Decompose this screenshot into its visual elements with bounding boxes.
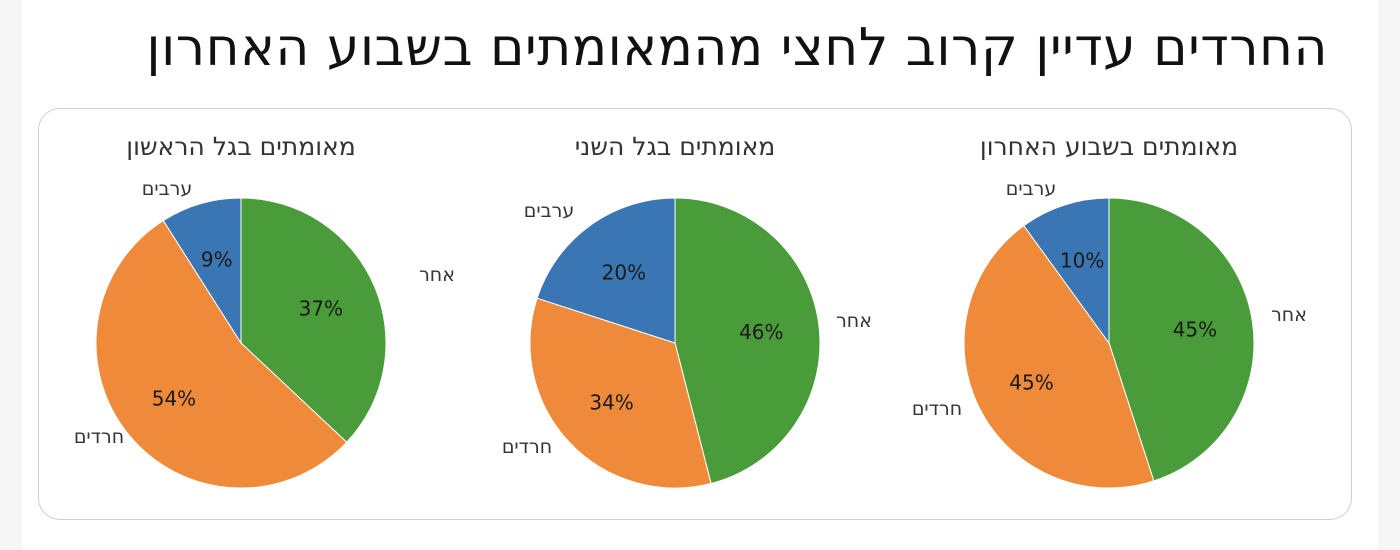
pie-chart-1: מאומתים בגל הראשון 37% אחר 54% חרדים 9% ערבים [74, 132, 455, 489]
pie-slice-2 [963, 224, 1155, 489]
slice-category-label: אחר [419, 264, 455, 286]
slice-category-label: חרדים [502, 436, 552, 458]
slice-percent-label: 46% [739, 320, 783, 344]
slice-percent-label: 45% [1009, 370, 1053, 394]
slice-category-label: אחר [836, 310, 872, 332]
slice-percent-label: 34% [589, 391, 633, 415]
pie-title: מאומתים בגל הראשון [126, 132, 355, 161]
charts-panel: מאומתים בגל הראשון 37% אחר 54% חרדים 9% ערבים מ… [38, 108, 1352, 520]
pie-slice-3 [1023, 197, 1110, 345]
slice-percent-label: 20% [602, 261, 646, 285]
slice-category-label: חרדים [74, 426, 124, 448]
slice-percent-label: 45% [1173, 317, 1217, 341]
pie-slice-1 [1108, 197, 1255, 482]
pie-slice-3 [536, 197, 676, 344]
slice-percent-label: 54% [152, 386, 196, 410]
slice-percent-label: 37% [299, 296, 343, 320]
pie-title: מאומתים בגל השני [575, 132, 776, 161]
pie-chart-3: מאומתים בשבוע האחרון 45% אחר 45% חרדים 10% ערב… [912, 132, 1307, 489]
pie-charts-svg: מאומתים בגל הראשון37%אחר54%חרדים9%ערביםמ… [74, 132, 1307, 489]
pie-chart-2: מאומתים בגל השני 46% אחר 34% חרדים 20% ערבים [502, 132, 872, 489]
slice-category-label: ערבים [1006, 178, 1056, 200]
pie-title: מאומתים בשבוע האחרון [980, 132, 1238, 161]
slice-category-label: ערבים [142, 178, 192, 200]
slice-percent-label: 9% [201, 247, 233, 271]
pie-slice-2 [95, 219, 348, 489]
slice-percent-label: 10% [1060, 248, 1104, 272]
slice-category-label: ערבים [524, 200, 574, 222]
slice-category-label: אחר [1271, 304, 1307, 326]
pie-slice-2 [529, 297, 712, 489]
pie-slice-1 [674, 197, 821, 485]
page-title: החרדים עדיין קרוב לחצי מהמאומתים בשבוע ה… [146, 18, 1328, 78]
slice-category-label: חרדים [912, 398, 962, 420]
pie-slice-1 [240, 197, 387, 443]
pie-slice-3 [162, 197, 242, 345]
